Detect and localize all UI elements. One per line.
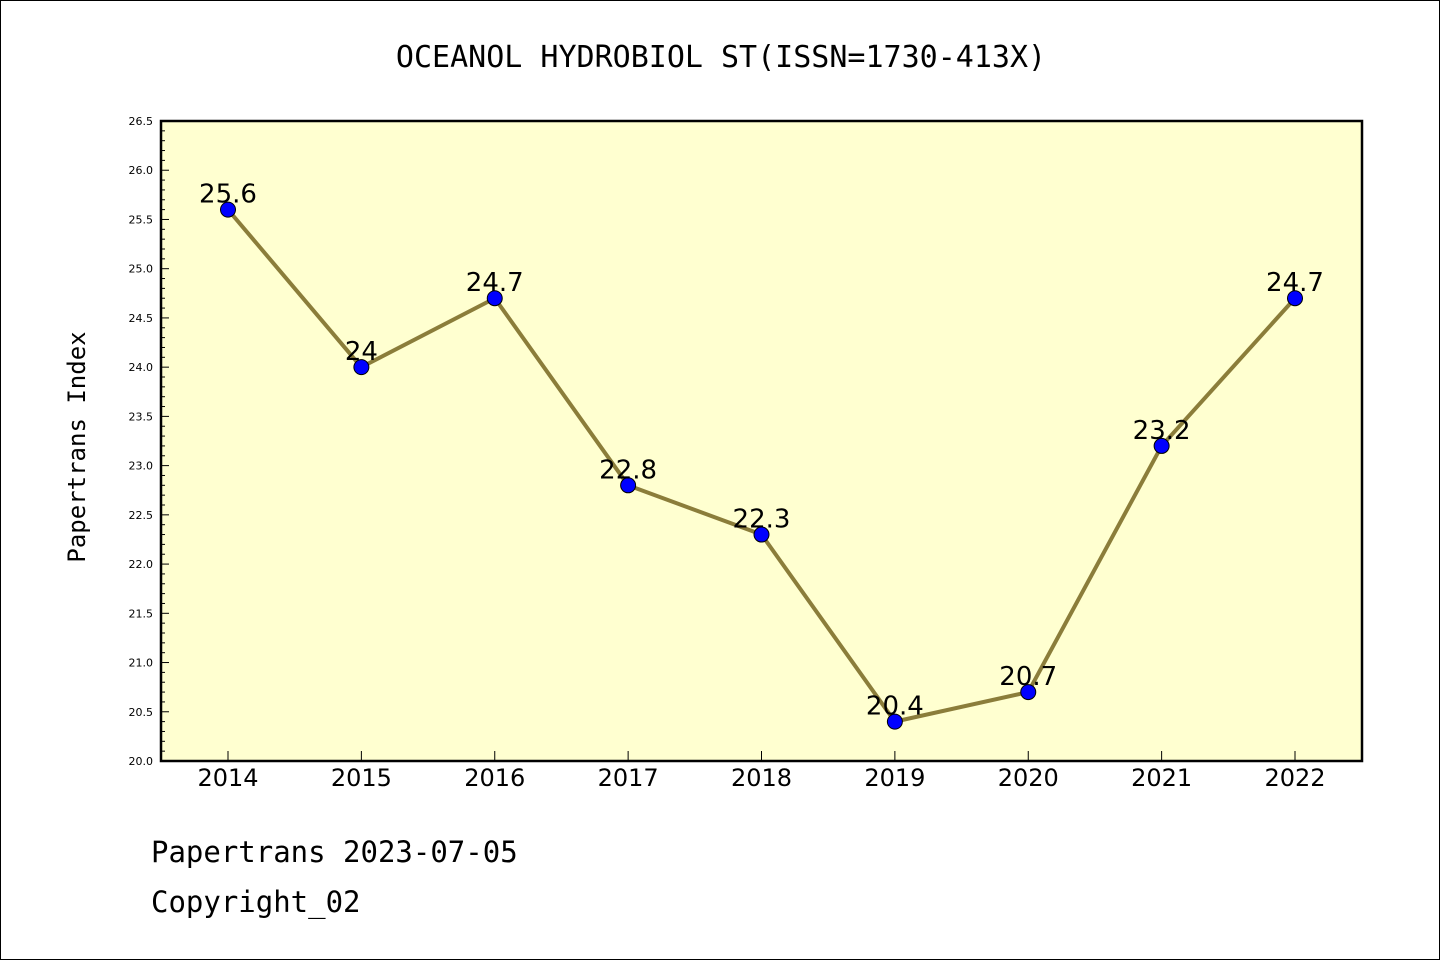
- data-label: 24: [345, 337, 378, 367]
- y-tick-label: 21.0: [129, 657, 154, 670]
- data-point-marker: [220, 201, 236, 218]
- data-point-marker: [353, 359, 370, 376]
- data-label: 22.3: [733, 505, 791, 535]
- x-tick-label: 2020: [998, 764, 1059, 792]
- y-tick-label: 26.5: [129, 115, 154, 128]
- data-point-marker: [1153, 437, 1170, 454]
- x-tick-label: 2016: [464, 764, 525, 792]
- series-layer: 25.6 24 24.7 22.8 22.3 20.4 20.7 23.2 24.7: [199, 180, 1324, 730]
- y-axis-title: Papertrans Index: [63, 331, 91, 562]
- data-point-marker: [620, 477, 637, 494]
- y-tick-label: 20.5: [129, 706, 154, 719]
- y-tick-label: 24.5: [129, 312, 154, 325]
- data-point-marker: [1020, 684, 1037, 701]
- x-tick-label: 2018: [731, 764, 792, 792]
- x-tick-label: 2022: [1264, 764, 1325, 792]
- y-tick-label: 26.0: [129, 164, 154, 177]
- data-label: 20.7: [999, 662, 1057, 692]
- chart-title: OCEANOL HYDROBIOL ST(ISSN=1730-413X): [396, 40, 1046, 75]
- y-tick-label: 24.0: [129, 361, 154, 374]
- data-label: 25.6: [199, 180, 257, 210]
- x-tick-label: 2019: [864, 764, 925, 792]
- y-tick-label: 20.0: [129, 755, 154, 768]
- data-point-marker: [753, 526, 770, 543]
- y-tick-label: 22.0: [129, 558, 154, 571]
- data-label: 23.2: [1133, 416, 1191, 446]
- data-point-marker: [486, 290, 503, 307]
- plot-border: [159, 119, 1364, 763]
- y-tick-label: 25.0: [129, 263, 154, 276]
- y-tick-label: 21.5: [129, 607, 154, 620]
- data-label: 22.8: [599, 455, 657, 485]
- data-point-marker: [1287, 290, 1303, 307]
- x-tick-label: 2021: [1131, 764, 1192, 792]
- x-tick-label: 2017: [598, 764, 659, 792]
- footer-copyright-line: Copyright_02: [151, 885, 361, 919]
- footer-date-line: Papertrans 2023-07-05: [151, 835, 518, 869]
- data-label: 24.7: [466, 268, 524, 298]
- data-label: 20.4: [866, 692, 924, 722]
- y-tick-label: 23.0: [129, 460, 154, 473]
- y-tick-label: 23.5: [129, 410, 154, 423]
- x-tick-label: 2014: [197, 764, 258, 792]
- data-label: 24.7: [1266, 268, 1324, 298]
- y-axis: 20.0 20.5 21.0 21.5 22.0 22.5 23.0 23.5 24.0 24.5…: [129, 115, 169, 768]
- data-point-marker: [886, 713, 903, 730]
- x-axis: 2014 2015 2016 2017 2018 2019 2020 2021 2022: [197, 751, 1326, 792]
- x-tick-label: 2015: [331, 764, 392, 792]
- y-tick-label: 22.5: [129, 509, 154, 522]
- y-tick-label: 25.5: [129, 213, 154, 226]
